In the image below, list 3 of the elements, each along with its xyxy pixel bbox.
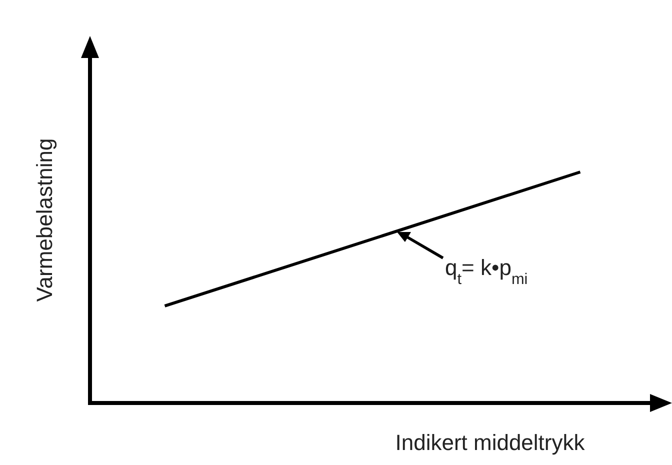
annotation: q$_{t}$= k•p$_{mi}$	[445, 255, 528, 288]
y-axis-title: Varmebelastning	[32, 138, 57, 302]
x-axis-title: Indikert middeltrykk	[395, 430, 586, 455]
